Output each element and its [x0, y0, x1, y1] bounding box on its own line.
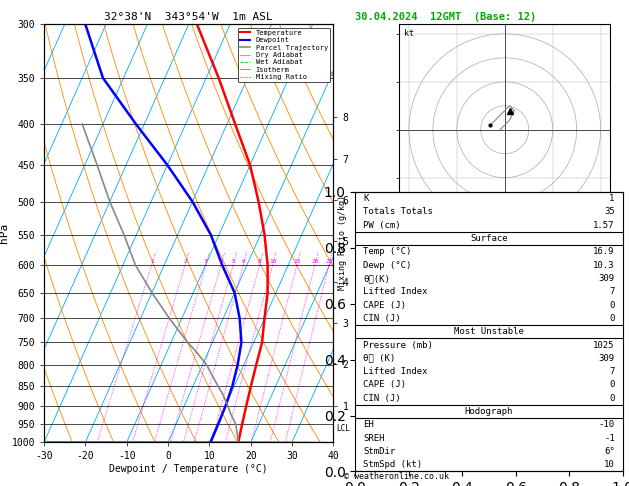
Text: 1.57: 1.57 — [593, 221, 615, 230]
Text: Temp (°C): Temp (°C) — [364, 247, 412, 256]
Text: 7: 7 — [610, 367, 615, 376]
Text: Totals Totals: Totals Totals — [364, 208, 433, 216]
Text: 7: 7 — [610, 287, 615, 296]
Text: 309: 309 — [599, 354, 615, 363]
Text: -1: -1 — [604, 434, 615, 443]
Title: 32°38'N  343°54'W  1m ASL: 32°38'N 343°54'W 1m ASL — [104, 12, 273, 22]
Text: 0: 0 — [610, 381, 615, 389]
Y-axis label: km
ASL: km ASL — [355, 214, 370, 233]
Text: EH: EH — [364, 420, 374, 429]
Text: K: K — [364, 194, 369, 203]
Text: StmSpd (kt): StmSpd (kt) — [364, 460, 423, 469]
Text: 1: 1 — [150, 259, 153, 264]
Text: LCL: LCL — [337, 424, 350, 433]
Text: 309: 309 — [599, 274, 615, 283]
Y-axis label: hPa: hPa — [0, 223, 9, 243]
Text: Mixing Ratio (g/kg): Mixing Ratio (g/kg) — [338, 195, 347, 291]
Text: θᴇ(K): θᴇ(K) — [364, 274, 390, 283]
Text: SREH: SREH — [364, 434, 385, 443]
Text: 25: 25 — [325, 259, 333, 264]
Legend: Temperature, Dewpoint, Parcel Trajectory, Dry Adiabat, Wet Adiabat, Isotherm, Mi: Temperature, Dewpoint, Parcel Trajectory… — [238, 28, 330, 82]
Text: Lifted Index: Lifted Index — [364, 287, 428, 296]
Text: 0: 0 — [610, 394, 615, 403]
Text: Surface: Surface — [470, 234, 508, 243]
Text: Most Unstable: Most Unstable — [454, 327, 524, 336]
Text: 10: 10 — [269, 259, 276, 264]
Text: CIN (J): CIN (J) — [364, 394, 401, 403]
Text: 5: 5 — [231, 259, 235, 264]
X-axis label: Dewpoint / Temperature (°C): Dewpoint / Temperature (°C) — [109, 464, 268, 474]
Text: Pressure (mb): Pressure (mb) — [364, 341, 433, 349]
Text: 8: 8 — [258, 259, 262, 264]
Text: CIN (J): CIN (J) — [364, 314, 401, 323]
Text: StmDir: StmDir — [364, 447, 396, 456]
Text: 20: 20 — [311, 259, 319, 264]
Text: 10: 10 — [604, 460, 615, 469]
Text: -10: -10 — [599, 420, 615, 429]
Text: 16.9: 16.9 — [593, 247, 615, 256]
Text: PW (cm): PW (cm) — [364, 221, 401, 230]
Text: 35: 35 — [604, 208, 615, 216]
Text: Dewp (°C): Dewp (°C) — [364, 260, 412, 270]
Text: 1025: 1025 — [593, 341, 615, 349]
Text: 4: 4 — [219, 259, 223, 264]
Text: θᴇ (K): θᴇ (K) — [364, 354, 396, 363]
Text: CAPE (J): CAPE (J) — [364, 381, 406, 389]
Text: 2: 2 — [183, 259, 187, 264]
Text: 10.3: 10.3 — [593, 260, 615, 270]
Text: Lifted Index: Lifted Index — [364, 367, 428, 376]
Text: 30.04.2024  12GMT  (Base: 12): 30.04.2024 12GMT (Base: 12) — [355, 12, 537, 22]
Text: 3: 3 — [204, 259, 208, 264]
Text: Hodograph: Hodograph — [465, 407, 513, 416]
Text: © weatheronline.co.uk: © weatheronline.co.uk — [344, 472, 448, 481]
Text: 1: 1 — [610, 194, 615, 203]
Text: 0: 0 — [610, 300, 615, 310]
Text: 15: 15 — [293, 259, 301, 264]
Text: 6°: 6° — [604, 447, 615, 456]
Text: CAPE (J): CAPE (J) — [364, 300, 406, 310]
Text: 6: 6 — [242, 259, 245, 264]
Text: 0: 0 — [610, 314, 615, 323]
Text: kt: kt — [404, 30, 413, 38]
